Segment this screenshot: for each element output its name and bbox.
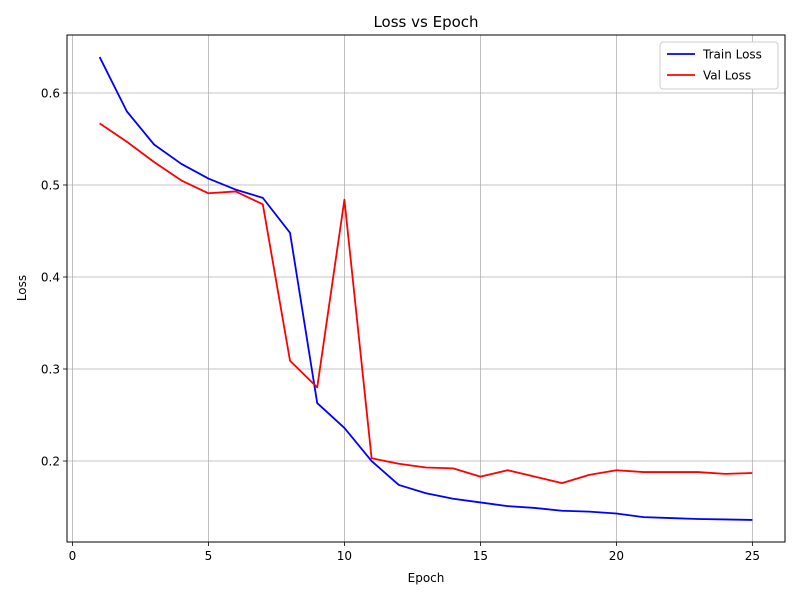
- y-tick-label: 0.4: [41, 270, 60, 284]
- legend: Train Loss Val Loss: [659, 41, 779, 90]
- grid: [67, 35, 785, 542]
- plot-frame: [66, 34, 786, 543]
- y-tick-label: 0.5: [41, 178, 60, 192]
- x-tick-label: 15: [473, 549, 488, 563]
- series-lines: [98, 56, 753, 521]
- legend-train-label: Train Loss: [702, 48, 762, 62]
- x-tick-label: 20: [609, 549, 624, 563]
- x-tick-label: 25: [745, 549, 760, 563]
- y-tick-label: 0.3: [41, 363, 60, 377]
- y-tick-label: 0.2: [41, 455, 60, 469]
- series-line-val-loss: [99, 122, 753, 485]
- y-tick-label: 0.6: [41, 86, 60, 100]
- axis-ticks: 0 5 10 15 20 25 0.2 0.3 0.4 0.5 0.6: [41, 86, 760, 563]
- y-axis-label: Loss: [15, 275, 29, 301]
- legend-val-label: Val Loss: [703, 69, 751, 83]
- x-axis-label: Epoch: [408, 571, 445, 585]
- series-line-train-loss: [98, 56, 753, 521]
- chart-title: Loss vs Epoch: [373, 13, 478, 31]
- x-tick-label: 10: [337, 549, 352, 563]
- x-tick-label: 5: [205, 549, 213, 563]
- x-tick-label: 0: [69, 549, 77, 563]
